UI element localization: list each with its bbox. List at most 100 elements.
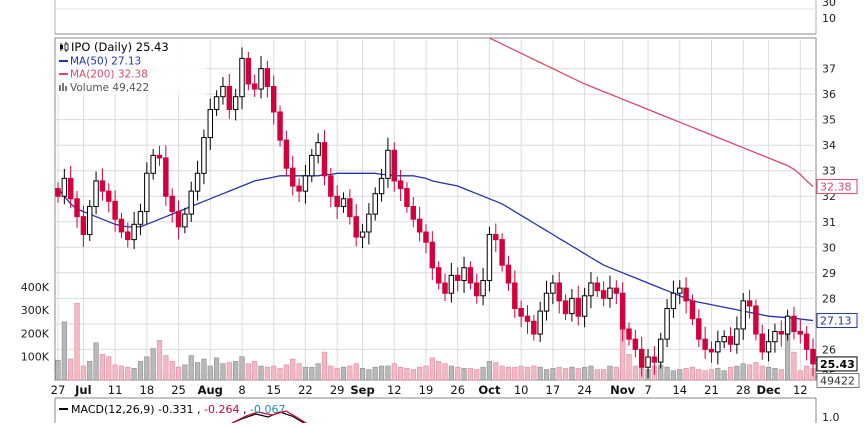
candle-body xyxy=(626,328,632,340)
candle-body xyxy=(87,205,93,236)
macd-legend-text: MACD(12,26,9) -0.331 , -0.264 , -0.067 xyxy=(71,403,285,416)
candle-body xyxy=(550,282,556,294)
candle-body xyxy=(207,108,213,139)
candle-body xyxy=(721,336,727,343)
candle-body xyxy=(600,290,607,299)
volume-legend-icon xyxy=(59,83,67,91)
volume-bar xyxy=(131,368,137,381)
volume-bar xyxy=(721,370,727,381)
y-tick-label: 26 xyxy=(822,343,836,356)
volume-bar xyxy=(677,369,683,381)
volume-bar xyxy=(499,365,505,381)
candle-body xyxy=(334,195,340,207)
volume-bar xyxy=(87,361,93,381)
candle-body xyxy=(784,315,791,335)
candle-body xyxy=(258,68,264,90)
volume-bar xyxy=(125,366,131,381)
candle-body xyxy=(251,83,258,90)
candle-body xyxy=(220,85,226,98)
volume-bar xyxy=(321,351,328,381)
volume-bar xyxy=(366,369,372,381)
candle-body xyxy=(677,287,683,294)
volume-bar xyxy=(588,365,594,381)
volume-bar xyxy=(772,368,778,381)
candle-body xyxy=(619,292,626,330)
volume-bar xyxy=(328,365,334,381)
candle-body xyxy=(232,96,239,110)
volume-bar xyxy=(569,366,575,381)
candle-body xyxy=(556,282,562,302)
candle-body xyxy=(499,239,505,266)
volume-bar xyxy=(233,361,239,381)
candle-body xyxy=(435,267,442,284)
candle-body xyxy=(239,57,245,98)
candle-body xyxy=(67,177,74,200)
volume-bar xyxy=(226,362,232,381)
volume-bar xyxy=(505,366,512,381)
y-tick-label: 34 xyxy=(822,139,836,152)
macd-legend-prefix: MACD(12,26,9) xyxy=(71,403,155,416)
volume-bar xyxy=(734,365,740,381)
volume-bar xyxy=(766,366,772,381)
candle-body xyxy=(397,180,404,190)
candle-body xyxy=(765,341,772,353)
volume-bar xyxy=(683,368,689,381)
volume-bar xyxy=(512,366,518,381)
legend: IPO (Daily) 25.43 MA(50) 27.13 MA(200) 3… xyxy=(56,39,206,95)
candle-body xyxy=(290,167,296,187)
volume-bar xyxy=(61,321,67,381)
volume-bar xyxy=(182,364,188,381)
legend-symbol: IPO (Daily) 25.43 xyxy=(71,40,169,54)
candle-body xyxy=(454,274,461,281)
volume-bar xyxy=(543,369,550,381)
macd-lines xyxy=(231,410,307,424)
x-tick-label: 12 xyxy=(793,383,808,397)
candle-body xyxy=(201,137,207,174)
candle-body xyxy=(99,180,106,192)
x-tick-label: 27 xyxy=(51,383,66,397)
volume-bar xyxy=(436,361,442,381)
volume-last-box xyxy=(816,373,860,389)
candle-body xyxy=(461,267,467,281)
candle-body xyxy=(613,287,620,294)
x-tick-label: Dec xyxy=(757,383,781,397)
y-tick-label: 36 xyxy=(822,88,836,101)
volume-bar xyxy=(93,342,99,381)
candle-body xyxy=(562,300,569,315)
candle-body xyxy=(524,315,531,322)
x-tick-label: 28 xyxy=(736,383,751,397)
candle-body xyxy=(55,188,61,197)
x-tick-label: 19 xyxy=(419,383,434,397)
volume-bar xyxy=(207,365,213,381)
candle-body xyxy=(581,295,588,317)
symbol-icon xyxy=(60,42,69,52)
candle-body xyxy=(270,85,277,113)
candle-body xyxy=(74,198,80,218)
volume-bar xyxy=(118,365,125,381)
candle-body xyxy=(569,297,575,315)
volume-axis: 400K 300K 200K 100K xyxy=(21,281,50,364)
candle-body xyxy=(353,216,359,238)
volume-bar xyxy=(264,366,270,381)
volume-bar xyxy=(759,365,765,381)
candle-body xyxy=(734,328,740,345)
legend-background xyxy=(56,39,206,95)
volume-bar xyxy=(55,359,61,381)
volume-bar xyxy=(194,362,201,381)
candle-body xyxy=(543,292,550,312)
ma200-line xyxy=(489,37,814,187)
volume-bar xyxy=(169,361,175,381)
volume-bar xyxy=(347,365,353,381)
volume-bar xyxy=(461,368,467,381)
volume-bar xyxy=(353,363,359,381)
volume-bar xyxy=(626,354,632,381)
candle-body xyxy=(493,234,499,241)
volume-bar xyxy=(137,361,144,381)
volume-tick-label: 100K xyxy=(21,351,50,364)
x-tick-label: 21 xyxy=(704,383,719,397)
x-tick-label: 29 xyxy=(330,383,345,397)
x-tick-label: Oct xyxy=(478,383,501,397)
volume-bar xyxy=(524,366,531,381)
macd-hist-value: -0.067 xyxy=(250,403,285,416)
